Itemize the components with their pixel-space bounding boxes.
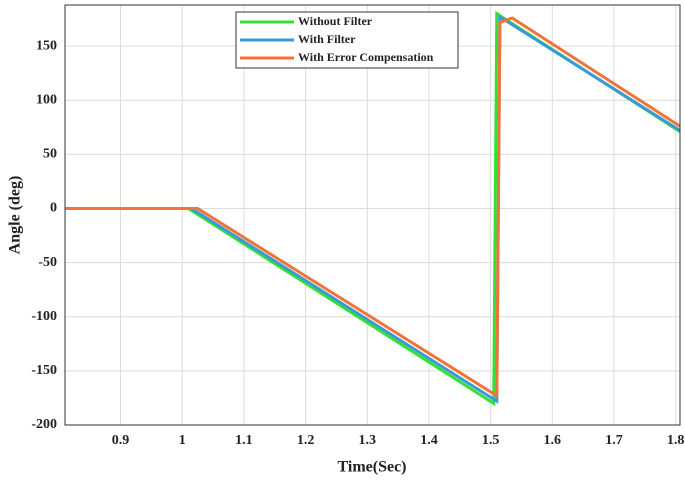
- series-line: [65, 16, 681, 399]
- legend-label: Without Filter: [298, 14, 373, 28]
- x-tick-label: 1.1: [235, 433, 253, 448]
- legend: Without Filter With Filter With Error Comp…: [235, 11, 459, 69]
- x-tick-label: 1.4: [420, 433, 438, 448]
- y-tick-label: 150: [36, 38, 57, 53]
- y-tick-label: -200: [31, 417, 57, 432]
- y-tick-label: 0: [50, 201, 57, 216]
- y-axis-label: Angle (deg): [7, 176, 24, 255]
- y-tick-label: -150: [31, 363, 57, 378]
- plot-frame: [64, 4, 681, 426]
- x-tick-label: 1.8: [667, 433, 685, 448]
- x-tick-label: 1.6: [544, 433, 562, 448]
- x-tick-label: 1.3: [359, 433, 377, 448]
- y-tick-label: -50: [38, 255, 57, 270]
- legend-label: With Error Compensation: [298, 50, 434, 64]
- y-tick-label: 50: [43, 147, 57, 162]
- x-axis-label: Time(Sec): [337, 459, 406, 476]
- x-tick-label: 0.9: [112, 433, 130, 448]
- y-tick-label: 100: [36, 92, 57, 107]
- x-tick-label: 1.5: [482, 433, 500, 448]
- x-tick-label: 1.2: [297, 433, 315, 448]
- plot-area: [65, 5, 680, 425]
- legend-label: With Filter: [298, 32, 356, 46]
- x-tick-label: 1.7: [605, 433, 623, 448]
- y-tick-label: -100: [31, 309, 57, 324]
- x-tick-label: 1: [179, 433, 186, 448]
